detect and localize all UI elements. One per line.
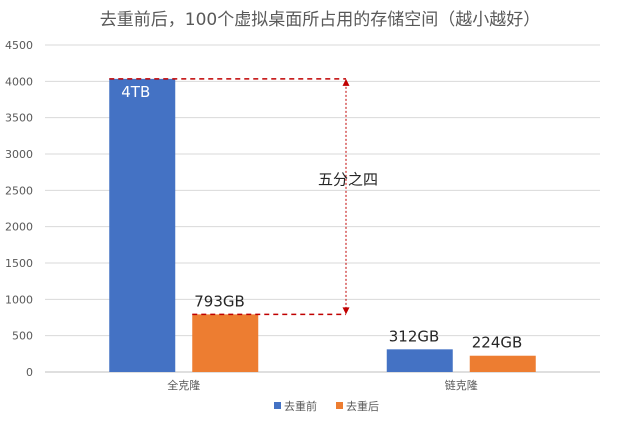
bar-before-1 <box>386 349 453 372</box>
y-tick-label: 3500 <box>5 112 33 125</box>
y-tick-label: 0 <box>26 366 33 379</box>
y-tick-label: 500 <box>12 330 33 343</box>
bar-after-0 <box>192 314 259 372</box>
y-tick-label: 1500 <box>5 257 33 270</box>
y-tick-label: 3000 <box>5 148 33 161</box>
y-tick-label: 1000 <box>5 293 33 306</box>
data-label: 312GB <box>389 327 440 345</box>
y-tick-label: 4500 <box>5 39 33 52</box>
annotation-label: 五分之四 <box>318 171 378 189</box>
legend-swatch <box>336 402 343 409</box>
data-label: 224GB <box>472 334 523 352</box>
legend-swatch <box>274 402 281 409</box>
legend-label: 去重前 <box>284 399 317 413</box>
y-tick-label: 2500 <box>5 184 33 197</box>
data-label: 4TB <box>121 83 150 101</box>
bar-before-0 <box>109 78 176 372</box>
data-label: 793GB <box>194 292 245 310</box>
x-category-label: 链克隆 <box>445 378 478 392</box>
annotation-arrow-down-icon <box>342 307 350 315</box>
bar-after-1 <box>469 355 536 372</box>
legend-label: 去重后 <box>346 399 379 413</box>
x-category-label: 全克隆 <box>167 378 200 392</box>
chart-title: 去重前后，100个虚拟桌面所占用的存储空间（越小越好） <box>100 10 540 30</box>
y-tick-label: 2000 <box>5 221 33 234</box>
annotation-arrow-up-icon <box>342 78 350 86</box>
y-tick-label: 4000 <box>5 75 33 88</box>
